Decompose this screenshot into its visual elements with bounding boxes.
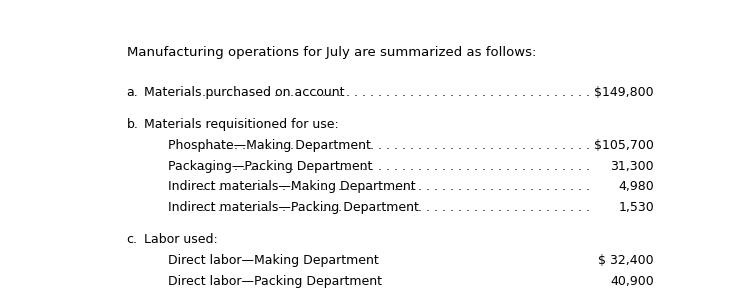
Text: . . . . . . . . . . . . . . . . . . . . . . . . . . . . . . . . . . . . . . . . : . . . . . . . . . . . . . . . . . . . . … — [202, 86, 590, 99]
Text: 31,300: 31,300 — [610, 160, 654, 173]
Text: . . . . . . . . . . . . . . . . . . . . . . . . . . . . . . . . . . . . . . . . : . . . . . . . . . . . . . . . . . . . . … — [202, 139, 590, 152]
Text: 1,530: 1,530 — [618, 202, 654, 214]
Text: $105,700: $105,700 — [594, 139, 654, 152]
Text: Materials purchased on account: Materials purchased on account — [144, 86, 345, 99]
Text: $ 32,400: $ 32,400 — [599, 254, 654, 267]
Text: Manufacturing operations for July are summarized as follows:: Manufacturing operations for July are su… — [127, 46, 536, 59]
Text: Direct labor—Making Department: Direct labor—Making Department — [168, 254, 379, 267]
Text: Phosphate—Making Department: Phosphate—Making Department — [168, 139, 370, 152]
Text: . . . . . . . . . . . . . . . . . . . . . . . . . . . . . . . . . . . . . . . . : . . . . . . . . . . . . . . . . . . . . … — [202, 181, 590, 194]
Text: Packaging—Packing Department: Packaging—Packing Department — [168, 160, 372, 173]
Text: Direct labor—Packing Department: Direct labor—Packing Department — [168, 275, 382, 288]
Text: $149,800: $149,800 — [594, 86, 654, 99]
Text: Indirect materials—Packing Department: Indirect materials—Packing Department — [168, 202, 419, 214]
Text: 4,980: 4,980 — [618, 181, 654, 194]
Text: 40,900: 40,900 — [610, 275, 654, 288]
Text: . . . . . . . . . . . . . . . . . . . . . . . . . . . . . . . . . . . . . . . . : . . . . . . . . . . . . . . . . . . . . … — [202, 202, 590, 214]
Text: c.: c. — [127, 233, 138, 246]
Text: a.: a. — [127, 86, 138, 99]
Text: . . . . . . . . . . . . . . . . . . . . . . . . . . . . . . . . . . . . . . . . : . . . . . . . . . . . . . . . . . . . . … — [202, 160, 590, 173]
Text: Indirect materials—Making Department: Indirect materials—Making Department — [168, 181, 415, 194]
Text: . . . . . . . . . . . . . . . . . . . . . . . . . . . . . . . . . . . . . . . . : . . . . . . . . . . . . . . . . . . . . … — [202, 275, 590, 288]
Text: b.: b. — [127, 118, 138, 131]
Text: . . . . . . . . . . . . . . . . . . . . . . . . . . . . . . . . . . . . . . . . : . . . . . . . . . . . . . . . . . . . . … — [202, 254, 590, 267]
Text: Materials requisitioned for use:: Materials requisitioned for use: — [144, 118, 339, 131]
Text: Labor used:: Labor used: — [144, 233, 218, 246]
